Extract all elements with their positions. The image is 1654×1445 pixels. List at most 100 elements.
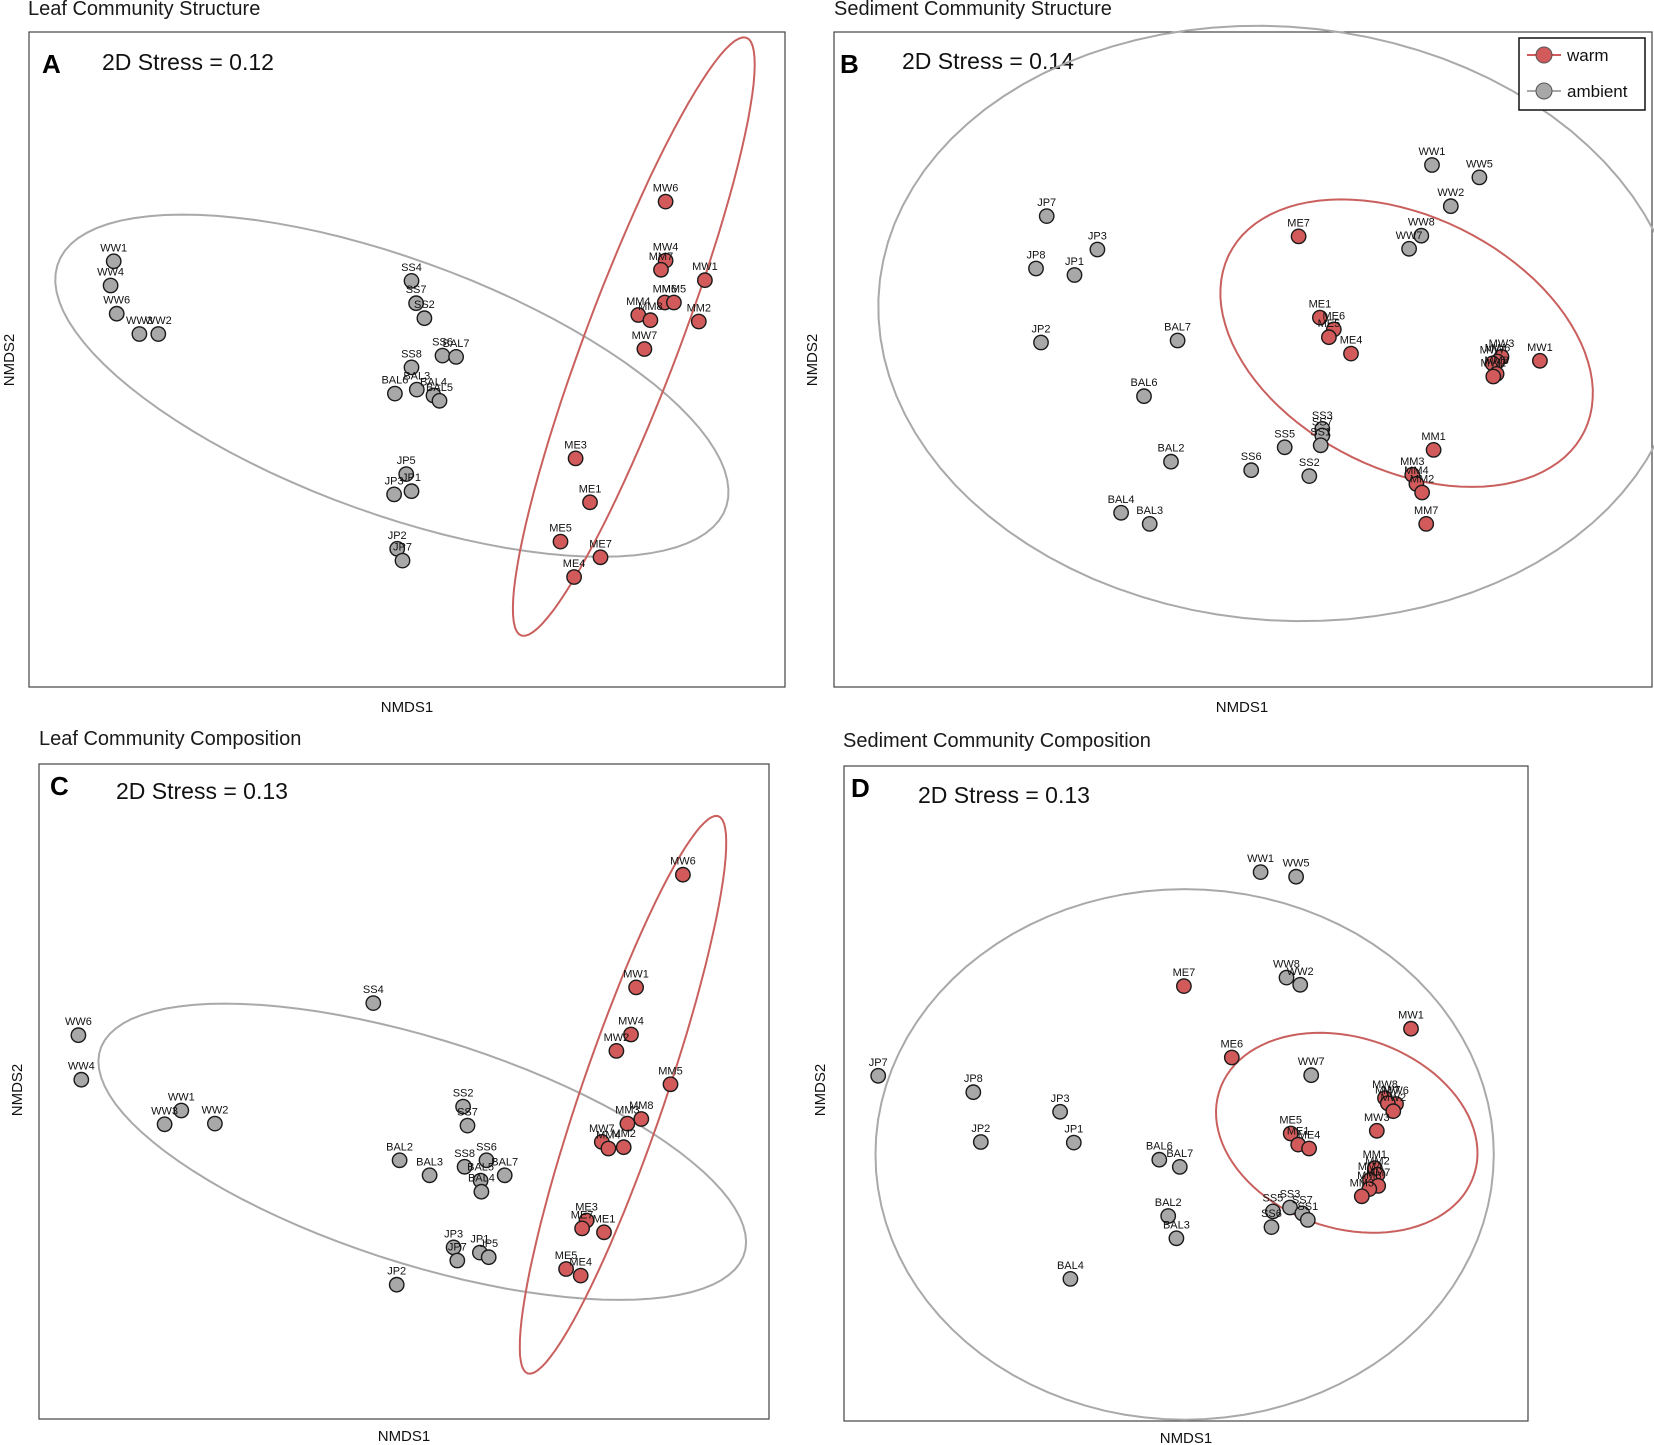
panel-a-point-mw7	[636, 341, 653, 357]
panel-b-point-label-jp8: JP8	[1027, 250, 1046, 262]
panel-b-point-label-mw2: MW2	[1480, 358, 1506, 370]
panel-a-point-label-bal6: BAL6	[381, 375, 408, 387]
panel-d-point-label-ss6: SS6	[1261, 1208, 1282, 1220]
panel-b-point-label-jp1: JP1	[1065, 256, 1084, 268]
panel-d-point-label-mm1: MM1	[1363, 1149, 1387, 1161]
panel-a-point-bal6	[386, 385, 403, 402]
panel-a-point-label-ww1: WW1	[100, 242, 127, 254]
panel-d-point-ww8	[1278, 969, 1295, 986]
panel-b-point-ss6	[1243, 462, 1260, 479]
panel-a-point-label-bal3: BAL3	[403, 371, 430, 383]
panel-a-point-ww4	[102, 277, 119, 294]
panel-a-title: Leaf Community Structure	[28, 0, 260, 20]
panel-b-point-jp7	[1038, 208, 1055, 225]
panel-b-point-label-ss3: SS3	[1312, 410, 1333, 422]
panel-a-point-ss6	[434, 347, 451, 364]
panel-d-point-label-ww5: WW5	[1283, 858, 1310, 870]
panel-a-ellipse-warm	[511, 36, 756, 637]
panel-a-point-ww3	[131, 326, 148, 342]
panel-b-point-bal6	[1136, 388, 1152, 405]
panel-d-point-me4	[1301, 1140, 1318, 1157]
panel-d-ellipse-warm	[1214, 1031, 1479, 1234]
panel-d-frame	[843, 765, 1529, 1422]
panel-c-point-ww1	[173, 1102, 190, 1119]
panel-c-point-mm3	[619, 1115, 636, 1132]
panel-b-point-label-bal4: BAL4	[1108, 494, 1135, 506]
legend-ambient-marker	[1535, 82, 1553, 100]
panel-a-point-label-ss6: SS6	[432, 337, 453, 349]
panel-b-stress: 2D Stress = 0.14	[902, 48, 1074, 74]
panel-c-point-label-ss4: SS4	[363, 984, 384, 996]
panel-d-point-label-bal2: BAL2	[1155, 1197, 1182, 1209]
panel-a-point-label-mw6: MW6	[653, 183, 679, 195]
panel-c-point-jp7	[449, 1252, 466, 1269]
panel-c-point-me1	[596, 1224, 612, 1241]
legend-warm-label: warm	[1566, 46, 1609, 65]
panel-a-point-mm2	[690, 313, 707, 330]
panel-d-ellipses	[874, 888, 1495, 1421]
panel-b-point-mw2	[1485, 368, 1502, 385]
panel-b-point-bal2	[1163, 453, 1179, 470]
panel-a-point-label-jp7: JP7	[393, 542, 412, 554]
panel-c-point-ss4	[365, 995, 382, 1011]
panel-d-point-jp3	[1052, 1103, 1069, 1120]
panel-b-point-bal3	[1141, 516, 1158, 532]
panel-c-point-ww6	[70, 1027, 87, 1044]
panel-d-point-label-bal6: BAL6	[1146, 1141, 1173, 1153]
panel-c-point-label-me5: ME5	[555, 1250, 578, 1262]
panel-a-point-label-jp1: JP1	[402, 472, 421, 484]
panel-d-point-label-mw8: MW8	[1372, 1079, 1398, 1091]
panel-b-point-label-mw7: MW7	[1480, 344, 1506, 356]
panel-a-point-label-me5: ME5	[549, 523, 572, 535]
panel-d-point-label-me1: ME1	[1287, 1126, 1310, 1138]
panel-a-point-jp5	[398, 466, 415, 482]
panel-a-point-label-ww2: WW2	[145, 315, 172, 327]
panel-b-point-label-me7: ME7	[1287, 217, 1310, 229]
panel-a-point-ww6	[108, 305, 125, 322]
panel-a-point-label-mw7: MW7	[632, 330, 658, 342]
panel-c-y-axis-label: NMDS2	[9, 1064, 26, 1117]
panel-b-point-label-bal6: BAL6	[1131, 377, 1158, 389]
panel-a-point-jp7	[394, 552, 411, 569]
panel-a-point-label-mm5: MM5	[662, 284, 686, 296]
panel-c-point-me7	[574, 1220, 590, 1237]
panel-d: Sediment Community Composition D 2D Stre…	[812, 730, 1529, 1445]
panel-b-point-label-mw3: MW3	[1489, 338, 1515, 350]
panel-a-point-me3	[567, 450, 584, 467]
panel-b-point-mm1	[1425, 441, 1442, 458]
panel-a-point-jp3	[386, 486, 402, 503]
panel-c-point-mw4	[623, 1026, 639, 1043]
panel-c-point-label-ss2: SS2	[453, 1088, 474, 1100]
panel-a-point-me1	[582, 494, 598, 511]
panel-a-point-ss8	[403, 359, 420, 376]
panel-c-point-label-jp3: JP3	[444, 1228, 463, 1240]
panel-d-point-label-jp3: JP3	[1051, 1093, 1070, 1105]
panel-b-point-ww1	[1424, 157, 1440, 173]
panel-a-point-mm8	[642, 312, 659, 329]
panel-d-point-label-mm4: MM4	[1358, 1161, 1382, 1173]
panel-b-point-label-me4: ME4	[1340, 335, 1363, 347]
panel-b-point-bal7	[1169, 332, 1186, 349]
panel-c-point-jp2	[388, 1276, 405, 1293]
panel-d-point-label-jp2: JP2	[971, 1123, 990, 1135]
panel-c-point-me4	[572, 1267, 589, 1284]
panel-b-point-ww7	[1401, 240, 1418, 257]
panel-c-point-bal4	[473, 1183, 490, 1200]
panel-a-point-label-bal7: BAL7	[443, 338, 470, 350]
panel-c-point-label-ww4: WW4	[68, 1061, 95, 1073]
panel-a-point-label-me3: ME3	[564, 439, 587, 451]
panel-d-letter: D	[851, 773, 870, 803]
panel-b-point-label-mm2: MM2	[1410, 474, 1434, 486]
panel-a-point-me4	[566, 569, 582, 585]
panel-b-point-label-ww2: WW2	[1437, 187, 1464, 199]
panel-b-point-label-mw6: MW6	[1485, 343, 1511, 355]
panel-d-point-ss1	[1299, 1212, 1316, 1228]
panel-a-point-label-ss2: SS2	[414, 299, 435, 311]
panel-d-stress: 2D Stress = 0.13	[918, 782, 1090, 808]
panel-d-point-ss5	[1265, 1203, 1281, 1220]
panel-d-point-bal6	[1151, 1151, 1168, 1168]
panel-a-point-me7	[592, 549, 609, 566]
panel-d-point-label-ww8: WW8	[1273, 959, 1300, 971]
